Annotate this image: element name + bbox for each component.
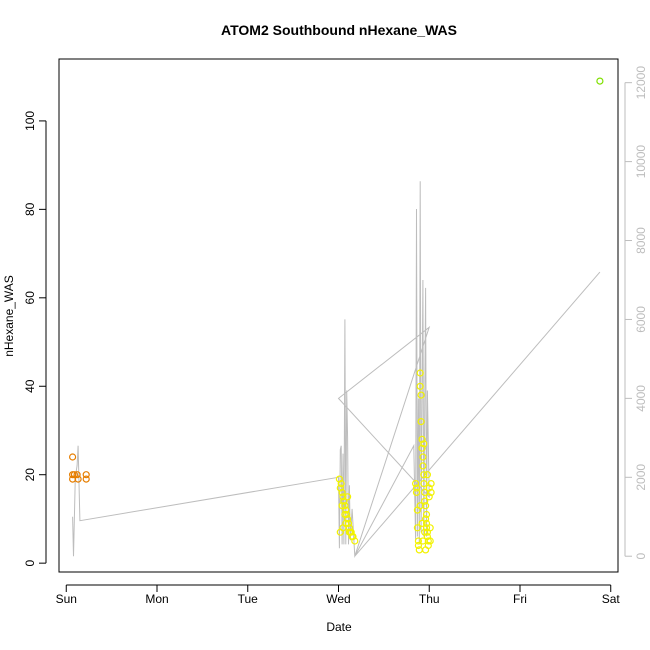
y2-tick-label: 10000 — [634, 145, 648, 179]
data-point — [420, 480, 428, 488]
data-point — [341, 510, 349, 519]
data-point — [426, 524, 434, 532]
data-point — [336, 484, 344, 492]
data-point — [427, 488, 435, 496]
data-point — [414, 541, 422, 550]
data-point — [427, 480, 435, 488]
data-point — [337, 480, 345, 488]
x-tick-label: Sun — [56, 592, 77, 606]
y2-tick-label: 8000 — [634, 227, 648, 254]
data-point — [339, 493, 347, 501]
data-point — [418, 435, 426, 443]
data-point — [348, 532, 356, 541]
data-point — [70, 471, 79, 479]
data-point — [418, 444, 426, 452]
data-points — [68, 77, 604, 554]
x-axis: Sun Mon Tue Wed Thu Fri Sat — [56, 584, 621, 606]
x-tick-label: Sat — [602, 592, 621, 606]
plot-frame — [58, 58, 619, 573]
data-point — [420, 440, 428, 448]
data-point — [340, 497, 348, 505]
data-point — [412, 488, 421, 496]
data-point — [412, 484, 421, 492]
y-tick-label: 0 — [23, 559, 37, 566]
data-point — [335, 475, 343, 483]
data-point — [338, 488, 346, 496]
chart-title: ATOM2 Southbound nHexane_WAS — [221, 22, 457, 38]
data-point — [425, 493, 433, 501]
data-point — [341, 502, 349, 510]
data-point — [413, 524, 421, 532]
data-point — [344, 493, 352, 501]
data-point — [422, 502, 430, 510]
y-tick-label: 40 — [23, 379, 37, 393]
data-point — [422, 519, 431, 528]
data-point — [74, 475, 82, 483]
data-point — [73, 471, 81, 479]
data-point — [419, 462, 427, 470]
x-tick-label: Thu — [419, 592, 440, 606]
y2-tick-label: 0 — [634, 553, 648, 560]
data-point — [422, 510, 431, 519]
data-point — [422, 546, 430, 554]
x-axis-label: Date — [326, 620, 352, 634]
y-axis-label: nHexane_WAS — [2, 275, 16, 357]
data-point — [412, 480, 420, 488]
data-point — [342, 519, 350, 528]
data-point — [422, 524, 431, 532]
y-tick-label: 60 — [23, 291, 37, 305]
data-point — [344, 519, 353, 528]
data-point — [417, 418, 425, 426]
y2-tick-label: 2000 — [634, 464, 648, 491]
data-point — [416, 502, 424, 510]
y2-tick-label: 4000 — [634, 385, 648, 412]
data-point — [423, 471, 431, 479]
y2-tick-label: 12000 — [634, 66, 648, 100]
data-point — [419, 537, 427, 545]
data-point — [421, 528, 429, 536]
data-point — [596, 77, 604, 85]
x-tick-label: Fri — [513, 592, 527, 606]
data-point — [418, 519, 426, 528]
data-point — [422, 515, 430, 523]
data-point — [342, 506, 350, 514]
data-point — [416, 382, 424, 390]
data-point — [417, 391, 425, 399]
data-point — [338, 502, 346, 510]
data-point — [420, 471, 428, 479]
data-point — [82, 475, 90, 483]
data-point — [414, 537, 422, 545]
data-point — [68, 453, 77, 461]
y-tick-label: 80 — [23, 202, 37, 216]
data-point — [82, 471, 90, 479]
y-tick-label: 100 — [23, 111, 37, 131]
data-point — [416, 369, 424, 377]
y2-axis: 0 2000 4000 6000 8000 10000 12000 — [624, 66, 648, 560]
data-point — [421, 497, 429, 505]
data-point — [426, 537, 434, 545]
y2-tick-label: 6000 — [634, 306, 648, 333]
data-point — [425, 484, 433, 492]
y2-series-line — [72, 181, 601, 559]
y-tick-label: 20 — [23, 468, 37, 482]
x-tick-label: Mon — [145, 592, 168, 606]
x-tick-label: Wed — [326, 592, 350, 606]
x-tick-label: Tue — [238, 592, 259, 606]
data-point — [419, 453, 427, 461]
y-axis: 0 20 40 60 80 100 — [23, 111, 47, 566]
series-line-y2 — [72, 181, 601, 559]
